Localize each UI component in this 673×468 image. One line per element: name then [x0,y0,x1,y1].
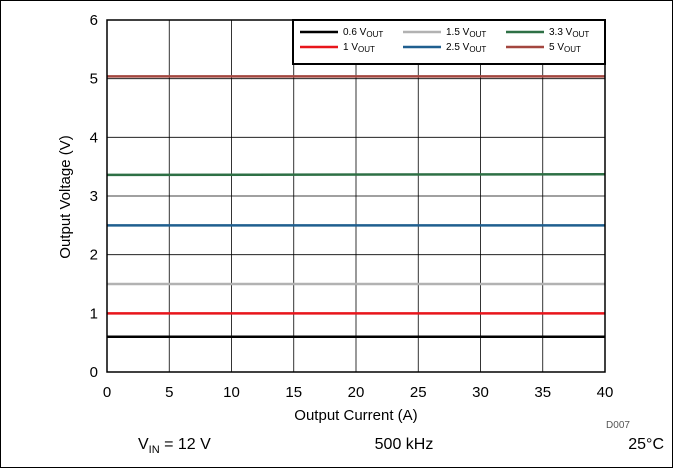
x-tick-label: 25 [410,384,427,401]
y-tick-label: 0 [90,364,98,381]
y-tick-label: 2 [90,247,98,264]
legend-entry: 0.6 VOUT [343,27,383,39]
vin-label: VIN = 12 V [138,436,211,456]
figure-id: D007 [606,420,630,431]
x-tick-label: 20 [348,384,365,401]
y-tick-label: 6 [90,12,98,29]
series-line-4 [106,173,606,177]
x-tick-label: 35 [534,384,551,401]
y-tick-label: 5 [90,71,98,88]
legend: 0.6 VOUT 1.5 VOUT 3.3 VOUT 1 VOUT 2.5 VOUT 5 … [292,19,606,65]
legend-entry: 1 VOUT [343,42,375,54]
y-tick-label: 3 [90,188,98,205]
x-tick-label: 40 [597,384,614,401]
legend-entry: 2.5 VOUT [446,42,486,54]
legend-entry: 1.5 VOUT [446,27,486,39]
x-tick-label: 10 [223,384,240,401]
y-tick-label: 4 [90,129,98,146]
x-tick-label: 0 [103,384,111,401]
y-tick-label: 1 [90,305,98,322]
grid [106,19,606,373]
legend-entry: 3.3 VOUT [549,27,589,39]
x-tick-label: 15 [285,384,302,401]
legend-box [292,19,606,65]
legend-entry: 5 VOUT [549,42,581,54]
frequency-label: 500 kHz [375,436,434,453]
tick-labels: 0 5 10 15 20 25 30 35 40 0 1 2 3 4 5 6 [90,12,614,401]
series-lines [106,75,606,339]
temperature-label: 25°C [628,436,664,453]
x-tick-label: 30 [472,384,489,401]
x-tick-label: 5 [165,384,173,401]
y-axis-title: Output Voltage (V) [57,135,74,258]
x-axis-title: Output Current (A) [294,407,417,424]
